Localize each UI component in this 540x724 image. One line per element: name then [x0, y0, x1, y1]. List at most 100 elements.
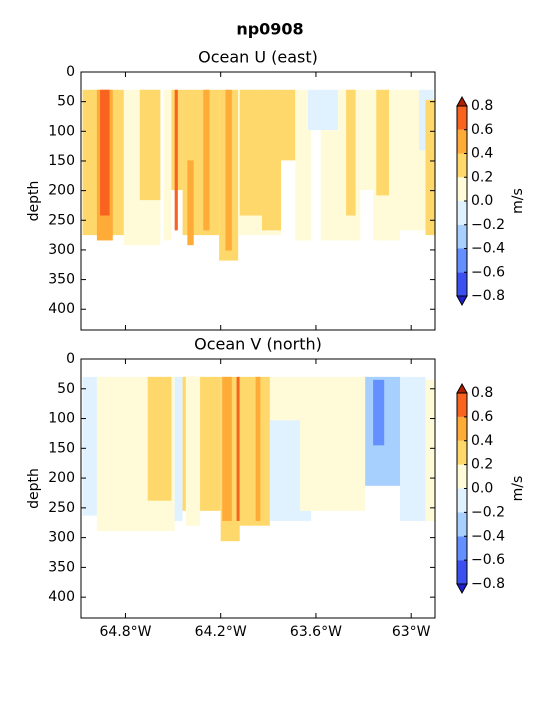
- colorbar-tick-label: 0.4: [471, 146, 493, 162]
- plot-area: [82, 89, 435, 261]
- figure-title: np0908: [236, 20, 303, 39]
- colorbar-bin: [457, 440, 467, 465]
- colorbar-bin: [457, 560, 467, 584]
- colorbar-bin: [457, 393, 467, 417]
- colorbar-tick-label: −0.8: [471, 288, 505, 304]
- y-tick-label: 0: [66, 351, 75, 367]
- x-tick-label: 63°W: [392, 624, 431, 640]
- contour-cell: [269, 376, 301, 421]
- contour-cell: [425, 99, 435, 236]
- colorbar-tick-label: 0.0: [471, 481, 493, 497]
- y-tick-label: 250: [48, 500, 75, 516]
- contour-cell: [239, 376, 270, 526]
- colorbar-tick-label: −0.2: [471, 504, 505, 520]
- colorbar-label: m/s: [510, 188, 526, 214]
- y-tick-label: 50: [57, 381, 75, 397]
- y-tick-label: 150: [48, 440, 75, 456]
- colorbar-tick-label: −0.4: [471, 528, 505, 544]
- contour-cell: [373, 379, 385, 446]
- colorbar-bin: [457, 272, 467, 296]
- contour-cell: [255, 376, 261, 521]
- colorbar-over: [456, 95, 468, 107]
- contour-cell: [236, 376, 240, 521]
- colorbar-bin: [457, 464, 467, 489]
- colorbar-tick-label: −0.6: [471, 264, 505, 280]
- colorbar-bin: [457, 512, 467, 537]
- y-tick-label: 350: [48, 272, 75, 288]
- y-tick-label: 400: [48, 589, 75, 605]
- colorbar-bin: [457, 488, 467, 513]
- y-tick-label: 100: [48, 123, 75, 139]
- y-tick-label: 300: [48, 530, 75, 546]
- axes-title: Ocean U (east): [198, 48, 318, 67]
- y-tick-label: 100: [48, 411, 75, 427]
- colorbar-tick-label: −0.4: [471, 241, 505, 257]
- colorbar-tick-label: 0.4: [471, 433, 493, 449]
- y-axis-label: depth: [26, 181, 42, 222]
- colorbar-tick-label: −0.2: [471, 217, 505, 233]
- contour-cell: [281, 89, 296, 161]
- contour-cell: [174, 376, 183, 521]
- contour-cell: [239, 89, 262, 216]
- colorbar-tick-label: 0.6: [471, 122, 493, 138]
- plot-area: [82, 376, 435, 542]
- colorbar-bin: [457, 536, 467, 561]
- contour-cell: [400, 376, 426, 521]
- colorbar-bin: [457, 248, 467, 273]
- contour-cell: [82, 376, 97, 516]
- contour-cell: [225, 89, 232, 251]
- contour-cell: [100, 89, 110, 216]
- colorbar-tick-label: 0.2: [471, 457, 493, 473]
- y-tick-label: 0: [66, 64, 75, 80]
- contour-cell: [222, 376, 232, 521]
- colorbar-tick-label: 0.8: [471, 98, 493, 114]
- contour-cell: [261, 89, 282, 231]
- contour-cell: [185, 376, 201, 526]
- contour-cell: [187, 160, 194, 246]
- colorbar-bin: [457, 153, 467, 178]
- contour-cell: [376, 89, 389, 196]
- x-tick-label: 64.2°W: [195, 624, 247, 640]
- y-tick-label: 200: [48, 183, 75, 199]
- colorbar-label: m/s: [510, 476, 526, 502]
- colorbar-tick-label: 0.0: [471, 193, 493, 209]
- y-tick-label: 150: [48, 153, 75, 169]
- contour-cell: [96, 376, 124, 532]
- axes-frame: [80, 71, 436, 331]
- contour-cell: [174, 89, 178, 231]
- colorbar-bin: [457, 201, 467, 225]
- colorbar-tick-label: 0.6: [471, 409, 493, 425]
- y-tick-label: 200: [48, 470, 75, 486]
- y-tick-label: 50: [57, 94, 75, 110]
- contour-cell: [346, 89, 356, 216]
- colorbar-over: [456, 382, 468, 394]
- colorbar-bin: [457, 177, 467, 201]
- colorbar-bin: [457, 416, 467, 441]
- colorbar-bin: [457, 224, 467, 249]
- contour-cell: [203, 89, 210, 231]
- x-tick-label: 64.8°W: [99, 624, 151, 640]
- colorbar-tick-label: 0.2: [471, 169, 493, 185]
- axes-title: Ocean V (north): [194, 335, 322, 354]
- y-tick-label: 300: [48, 242, 75, 258]
- axes-frame: [80, 358, 436, 619]
- contour-cell: [139, 89, 161, 201]
- contour-cell: [163, 89, 172, 241]
- y-tick-label: 250: [48, 212, 75, 228]
- colorbar-bin: [457, 106, 467, 130]
- contour-cell: [300, 376, 366, 511]
- contour-cell: [295, 89, 312, 241]
- y-tick-label: 350: [48, 559, 75, 575]
- colorbar-under: [456, 583, 468, 595]
- contour-cell: [425, 379, 435, 521]
- colorbar-bin: [457, 129, 467, 154]
- y-axis-label: depth: [26, 468, 42, 509]
- colorbar-tick-label: −0.8: [471, 576, 505, 592]
- colorbar-tick-label: −0.6: [471, 552, 505, 568]
- colorbar-tick-label: 0.8: [471, 385, 493, 401]
- x-tick-label: 63.6°W: [290, 624, 342, 640]
- colorbar-under: [456, 295, 468, 307]
- y-tick-label: 400: [48, 301, 75, 317]
- contour-cell: [308, 89, 339, 131]
